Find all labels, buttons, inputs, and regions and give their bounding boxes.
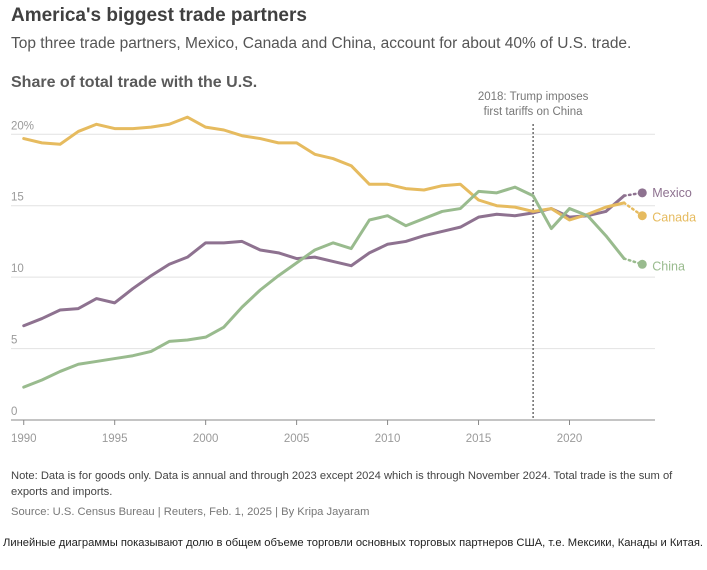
y-tick-label-20: 20% [11, 120, 34, 132]
series-endpoint-china [637, 259, 647, 269]
y-axis: 0 5 10 15 20% [11, 120, 34, 418]
series-label-canada: Canada [652, 211, 696, 225]
series-endpoint-canada [637, 211, 647, 221]
series-dotted-canada [622, 201, 644, 217]
chart-title: America's biggest trade partners [11, 5, 307, 26]
series-line-canada [22, 115, 626, 222]
x-tick-label-2020: 2020 [557, 433, 583, 445]
annotation-text-line2: first tariffs on China [484, 106, 583, 118]
series-lines [22, 115, 647, 389]
gridlines [11, 133, 655, 350]
series-label-china: China [652, 259, 685, 273]
y-tick-label-5: 5 [11, 335, 17, 347]
x-tick-label-2015: 2015 [466, 433, 492, 445]
y-tick-label-0: 0 [11, 406, 17, 418]
y-tick-label-10: 10 [11, 263, 24, 275]
x-tick-label-2010: 2010 [375, 433, 401, 445]
annotation-text-line1: 2018: Trump imposes [478, 91, 589, 103]
source-line: Source: U.S. Census Bureau | Reuters, Fe… [11, 506, 370, 518]
series-label-mexico: Mexico [652, 186, 692, 200]
x-axis: 1990 1995 2000 2005 2010 2015 2020 [11, 419, 655, 445]
chart-subtitle: Top three trade partners, Mexico, Canada… [11, 35, 632, 52]
chart-heading: Share of total trade with the U.S. [11, 74, 258, 91]
caption: Линейные диаграммы показывают долю в общ… [3, 537, 704, 549]
series-endpoint-mexico [637, 188, 647, 198]
footnote: Note: Data is for goods only. Data is an… [11, 470, 673, 498]
x-tick-label-2005: 2005 [284, 433, 310, 445]
series-line-china [22, 185, 626, 389]
line-chart: 0 5 10 15 20% 1990 1995 2000 2005 2010 2015 2020 2… [11, 91, 696, 445]
x-tick-label-1990: 1990 [11, 433, 37, 445]
y-tick-label-15: 15 [11, 192, 24, 204]
x-tick-label-1995: 1995 [102, 433, 128, 445]
x-tick-label-2000: 2000 [193, 433, 219, 445]
series-line-mexico [22, 194, 626, 328]
series-labels: Mexico Canada China [652, 186, 696, 273]
annotation: 2018: Trump imposes first tariffs on Chin… [478, 91, 589, 420]
